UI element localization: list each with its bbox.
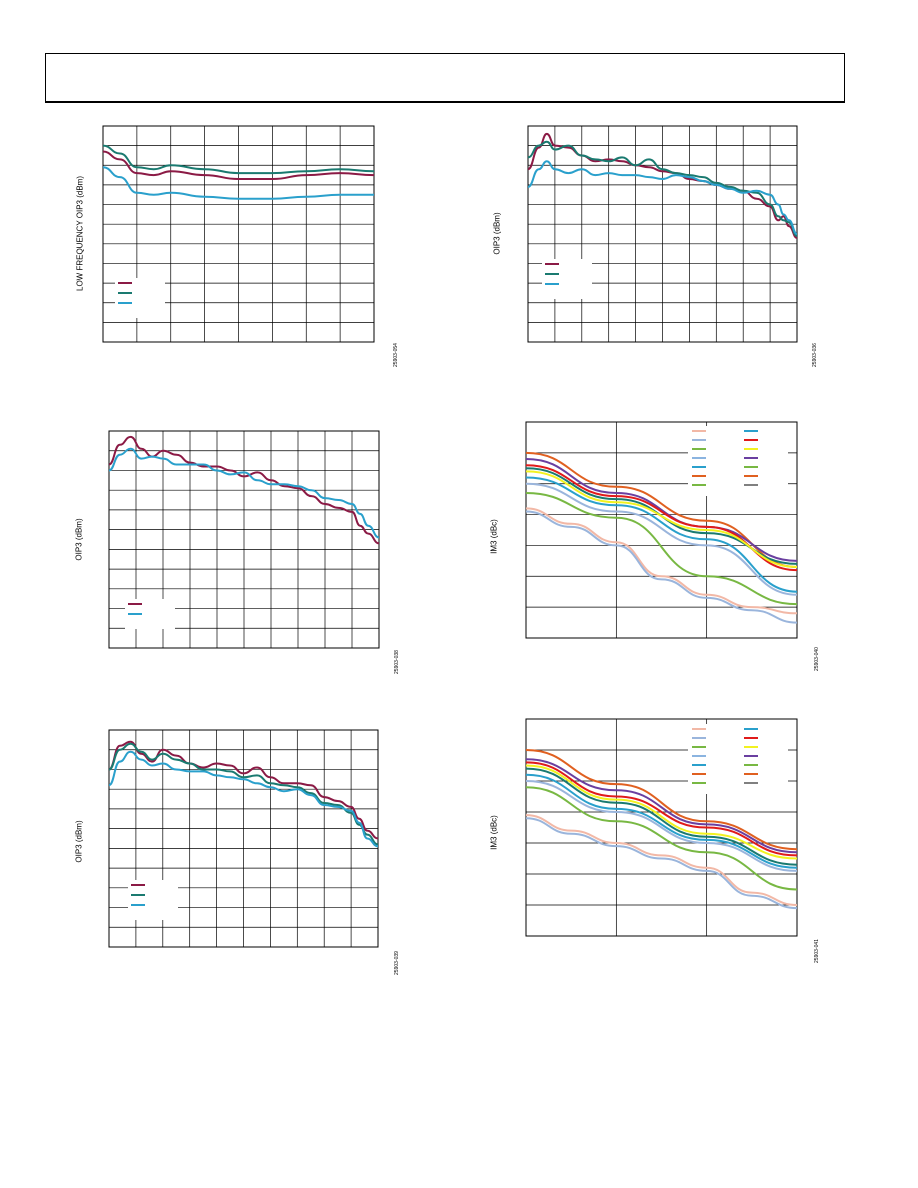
- chart-6-series-line-10: [525, 817, 798, 910]
- chart-6-series-line-3: [525, 761, 798, 857]
- chart-4-series-line-7: [525, 482, 798, 596]
- chart-3-series-line-2: [108, 447, 380, 539]
- chart-2: [527, 125, 798, 343]
- chart-4: [525, 421, 798, 639]
- chart-1-frame: [102, 125, 375, 343]
- chart-1-series-line-2: [102, 144, 375, 175]
- chart-6-series-line-1: [525, 749, 798, 851]
- chart-5-series-line-2: [108, 742, 379, 846]
- chart-1-series-line-1: [102, 150, 375, 180]
- chart-1: [102, 125, 375, 343]
- chart-2-legend-bg: [542, 259, 592, 299]
- chart-5-series-line-3: [108, 750, 379, 848]
- chart-3: [108, 430, 380, 649]
- chart-1-series-line-3: [102, 166, 374, 200]
- chart-4-series-line-9: [525, 507, 798, 615]
- chart-4-frame: [525, 421, 798, 639]
- chart-6-series-line-5: [525, 767, 798, 866]
- chart-4-series-line-6: [525, 476, 798, 593]
- chart-6-series-line-9: [525, 814, 798, 906]
- page-header-box: [45, 53, 845, 103]
- chart-4-series-line-5: [525, 470, 798, 568]
- chart-3-series-line-1: [108, 435, 380, 545]
- chart-6-series-line-7: [525, 780, 798, 872]
- chart-6-series-line-8: [525, 786, 798, 891]
- chart-5-series-line-1: [108, 740, 379, 840]
- chart-6-frame: [525, 718, 798, 937]
- chart-2-series-line-2: [527, 140, 798, 237]
- chart-6-series-line-6: [525, 773, 798, 869]
- chart-4-series-line-2: [525, 458, 798, 562]
- chart-1-legend-bg: [115, 278, 165, 318]
- chart-2-series-line-3: [527, 160, 798, 235]
- chart-6-series-line-2: [525, 758, 798, 854]
- chart-5: [108, 729, 379, 948]
- chart-4-series-line-10: [525, 510, 798, 624]
- chart-6-series-line-4: [525, 764, 798, 860]
- chart-4-series-line-8: [525, 492, 798, 606]
- chart-3-frame: [108, 430, 380, 649]
- chart-6: [525, 718, 798, 937]
- chart-5-legend-bg: [128, 880, 178, 920]
